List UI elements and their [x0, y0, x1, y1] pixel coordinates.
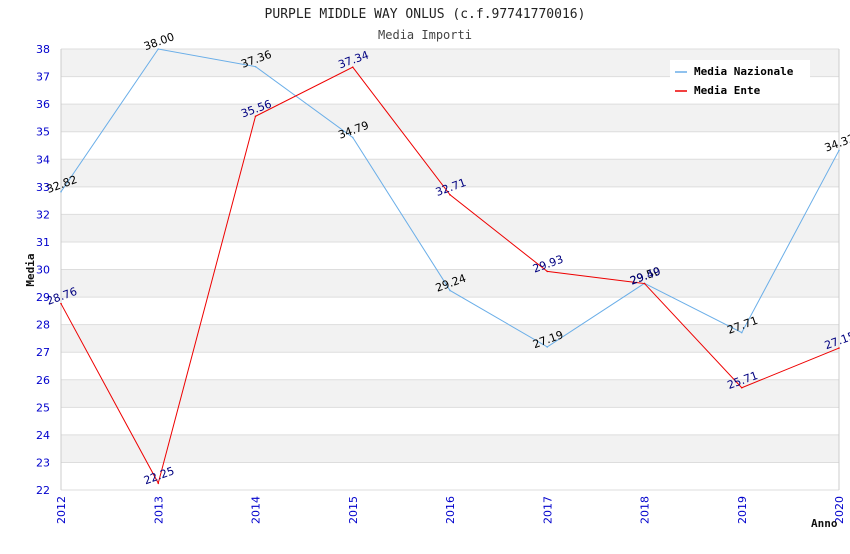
grid-band — [61, 186, 839, 215]
x-tick-label: 2017 — [541, 496, 554, 524]
y-tick-label: 28 — [36, 319, 50, 332]
grid-band — [61, 352, 839, 380]
grid-band — [61, 434, 839, 463]
x-tick-label: 2015 — [347, 496, 360, 524]
grid-band — [61, 297, 839, 325]
data-point — [838, 149, 840, 152]
x-axis-label: Anno — [811, 517, 838, 530]
data-point — [157, 482, 160, 484]
data-point — [643, 282, 646, 285]
data-point — [157, 48, 160, 50]
data-point — [449, 289, 451, 292]
data-point — [254, 115, 257, 118]
grid-band — [61, 462, 839, 490]
data-point — [740, 331, 743, 334]
data-point — [838, 347, 840, 349]
x-tick-label: 2013 — [152, 496, 165, 524]
x-axis-ticks: 2012 2013 2014 2015 2016 2017 2018 2019 2020 — [55, 496, 846, 524]
data-point — [254, 65, 257, 68]
y-tick-label: 26 — [36, 374, 50, 387]
y-tick-label: 24 — [36, 429, 50, 442]
grid-band — [61, 269, 839, 298]
grid-band — [61, 407, 839, 435]
y-tick-label: 31 — [36, 236, 50, 249]
y-tick-label: 38 — [36, 43, 50, 56]
y-tick-label: 35 — [36, 126, 50, 139]
x-tick-label: 2016 — [444, 496, 457, 524]
grid-band — [61, 379, 839, 408]
chart-title: PURPLE MIDDLE WAY ONLUS (c.f.97741770016… — [265, 7, 586, 22]
data-point — [449, 194, 451, 196]
series-lines — [60, 48, 840, 485]
y-tick-label: 36 — [36, 98, 50, 111]
x-tick-label: 2014 — [250, 496, 263, 524]
legend: Media Nazionale Media Ente — [670, 60, 810, 102]
data-point — [740, 386, 743, 389]
x-tick-label: 2020 — [833, 496, 846, 524]
data-point — [60, 190, 62, 193]
grid-band — [61, 214, 839, 242]
y-tick-label: 37 — [36, 71, 50, 84]
legend-label-ente: Media Ente — [694, 84, 761, 97]
y-tick-label: 33 — [36, 181, 50, 194]
grid-band — [61, 159, 839, 187]
chart-subtitle: Media Importi — [378, 28, 472, 42]
y-tick-label: 30 — [36, 264, 50, 277]
grid-band — [61, 324, 839, 353]
y-tick-label: 32 — [36, 208, 50, 221]
x-tick-label: 2018 — [639, 496, 652, 524]
legend-label-nazionale: Media Nazionale — [694, 65, 794, 78]
data-point — [546, 346, 549, 348]
grid-bands — [60, 48, 840, 491]
y-tick-label: 22 — [36, 484, 50, 497]
grid-band — [61, 241, 839, 270]
data-point — [351, 136, 354, 139]
y-axis-ticks: 22 23 24 25 26 27 28 29 30 31 32 33 34 35 36 37 38 — [36, 43, 50, 497]
x-tick-label: 2012 — [55, 496, 68, 524]
data-point — [351, 66, 354, 68]
y-axis-label: Media — [24, 253, 37, 286]
y-tick-label: 27 — [36, 346, 50, 359]
x-tick-label: 2019 — [736, 496, 749, 524]
y-tick-label: 29 — [36, 291, 50, 304]
grid-band — [61, 104, 839, 132]
data-point — [546, 270, 549, 273]
legend-box — [670, 60, 810, 102]
y-tick-label: 25 — [36, 401, 50, 414]
data-point — [60, 302, 62, 305]
y-tick-label: 23 — [36, 456, 50, 469]
grid-band — [61, 131, 839, 160]
y-tick-label: 34 — [36, 153, 50, 166]
